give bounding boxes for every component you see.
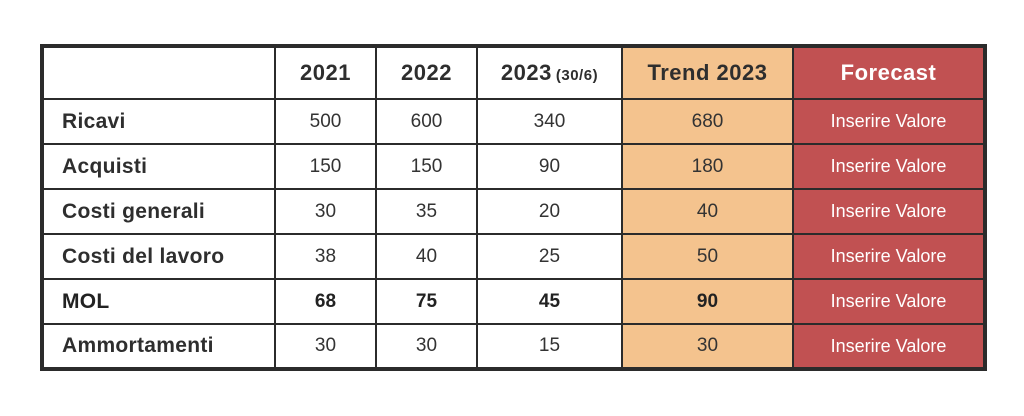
cell-2023: 20 [476, 188, 623, 235]
cell-2023: 25 [476, 233, 623, 280]
cell-2023: 340 [476, 98, 623, 145]
cell-2021: 30 [274, 323, 377, 370]
table-row-ricavi: Ricavi 500 600 340 680 Inserire Valore [41, 98, 986, 145]
header-empty-cell [41, 45, 276, 100]
cell-2021: 68 [274, 278, 377, 325]
cell-trend-2023: 90 [621, 278, 794, 325]
row-label: Costi del lavoro [41, 233, 276, 280]
cell-forecast-placeholder[interactable]: Inserire Valore [792, 143, 986, 190]
header-row: 2021 2022 2023 (30/6) Trend 2023 Forecast [41, 45, 986, 100]
cell-forecast-placeholder[interactable]: Inserire Valore [792, 233, 986, 280]
cell-2021: 30 [274, 188, 377, 235]
cell-forecast-placeholder[interactable]: Inserire Valore [792, 278, 986, 325]
cell-trend-2023: 680 [621, 98, 794, 145]
table-row-costi-generali: Costi generali 30 35 20 40 Inserire Valo… [41, 188, 986, 235]
cell-forecast-placeholder[interactable]: Inserire Valore [792, 98, 986, 145]
table-row-ammortamenti: Ammortamenti 30 30 15 30 Inserire Valore [41, 323, 986, 370]
header-2023-year: 2023 [500, 60, 552, 85]
cell-trend-2023: 30 [621, 323, 794, 370]
cell-trend-2023: 50 [621, 233, 794, 280]
cell-2022: 35 [375, 188, 478, 235]
cell-2023: 15 [476, 323, 623, 370]
header-forecast: Forecast [792, 45, 986, 100]
financial-table: 2021 2022 2023 (30/6) Trend 2023 Forecast… [40, 44, 987, 371]
cell-2022: 150 [375, 143, 478, 190]
header-2023: 2023 (30/6) [476, 45, 623, 100]
cell-2022: 600 [375, 98, 478, 145]
header-2023-midyear-note: (30/6) [555, 67, 599, 84]
cell-forecast-placeholder[interactable]: Inserire Valore [792, 323, 986, 370]
cell-trend-2023: 180 [621, 143, 794, 190]
cell-2022: 30 [375, 323, 478, 370]
row-label: Ricavi [41, 98, 276, 145]
header-2021: 2021 [274, 45, 377, 100]
row-label: Costi generali [41, 188, 276, 235]
cell-2021: 38 [274, 233, 377, 280]
cell-forecast-placeholder[interactable]: Inserire Valore [792, 188, 986, 235]
cell-2022: 40 [375, 233, 478, 280]
table-row-costi-del-lavoro: Costi del lavoro 38 40 25 50 Inserire Va… [41, 233, 986, 280]
cell-2022: 75 [375, 278, 478, 325]
header-2022: 2022 [375, 45, 478, 100]
row-label: Acquisti [41, 143, 276, 190]
row-label: Ammortamenti [41, 323, 276, 370]
cell-2023: 45 [476, 278, 623, 325]
row-label: MOL [41, 278, 276, 325]
header-trend-2023: Trend 2023 [621, 45, 794, 100]
cell-2023: 90 [476, 143, 623, 190]
table-row-acquisti: Acquisti 150 150 90 180 Inserire Valore [41, 143, 986, 190]
cell-2021: 150 [274, 143, 377, 190]
table-row-mol: MOL 68 75 45 90 Inserire Valore [41, 278, 986, 325]
cell-2021: 500 [274, 98, 377, 145]
cell-trend-2023: 40 [621, 188, 794, 235]
